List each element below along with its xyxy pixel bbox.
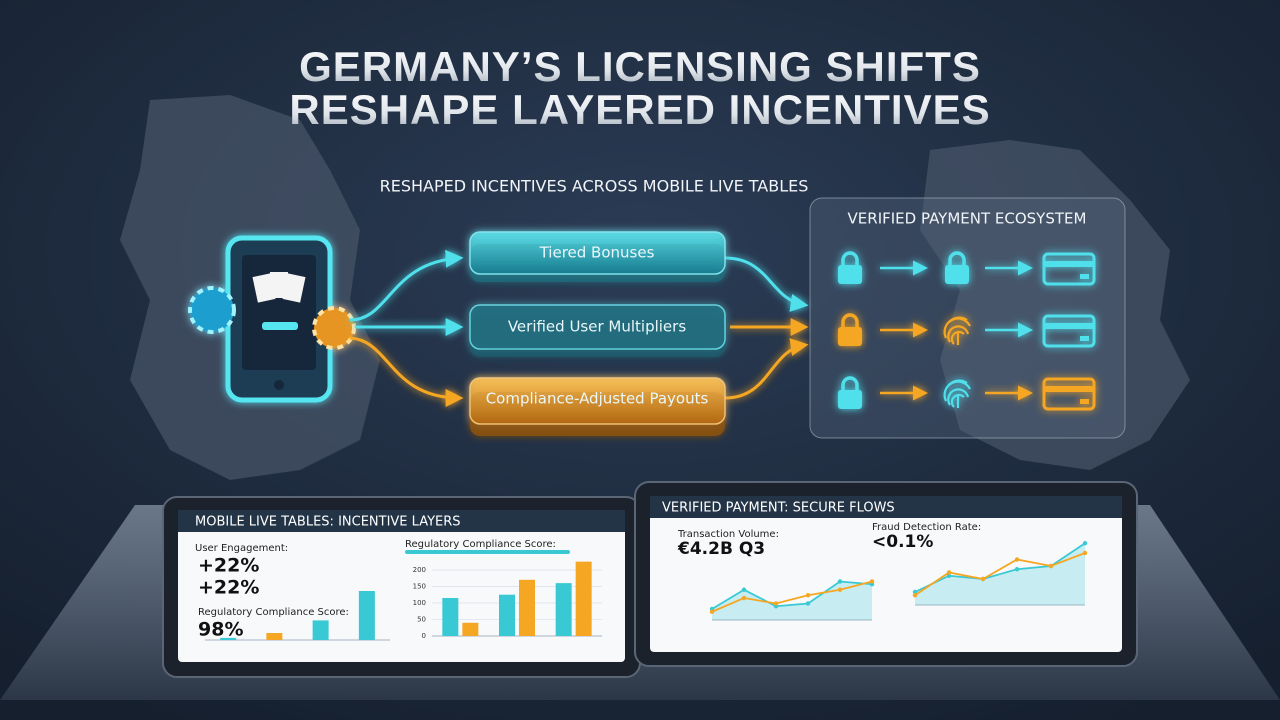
ecosystem-icons — [836, 251, 1096, 411]
title-line: GERMANY’S LICENSING SHIFTS — [299, 43, 981, 90]
point — [805, 593, 811, 598]
layer-slab — [469, 377, 726, 436]
chart-title: Regulatory Compliance Score: — [405, 539, 556, 550]
point — [980, 576, 986, 582]
subtitle: RESHAPED INCENTIVES ACROSS MOBILE LIVE T… — [380, 177, 809, 196]
point — [1014, 567, 1020, 572]
tablet-charts — [709, 541, 1088, 621]
bar — [462, 622, 479, 636]
bar — [358, 591, 375, 640]
point — [946, 573, 952, 578]
point — [1082, 550, 1088, 556]
metric-label: Fraud Detection Rate: — [872, 522, 981, 533]
metric-value: €4.2B Q3 — [677, 539, 765, 559]
point — [741, 595, 747, 601]
y-tick-label: 100 — [413, 599, 426, 607]
tablet-header — [650, 496, 1122, 518]
point — [837, 579, 843, 584]
tablet-header — [178, 510, 625, 532]
point — [869, 579, 875, 584]
point — [946, 570, 952, 575]
line — [711, 580, 873, 613]
y-tick-label: 50 — [417, 615, 426, 623]
line — [914, 542, 1086, 593]
point — [805, 601, 811, 606]
point — [912, 589, 918, 595]
bar — [442, 598, 459, 636]
layer-label: Compliance-Adjusted Payouts — [486, 390, 709, 408]
line — [914, 552, 1086, 596]
tablet-title: MOBILE LIVE TABLES: INCENTIVE LAYERS — [195, 515, 461, 530]
point — [1082, 541, 1088, 546]
bar — [519, 579, 535, 636]
y-tick-label: 0 — [422, 632, 426, 640]
ecosystem-title: VERIFIED PAYMENT ECOSYSTEM — [848, 210, 1087, 228]
metric-label: Regulatory Compliance Score: — [198, 607, 349, 618]
y-tick-label: 150 — [413, 582, 426, 590]
metric-value: +22% — [198, 555, 259, 577]
layer-label: Tiered Bonuses — [539, 244, 655, 262]
tablet-screen — [650, 496, 1122, 652]
bar — [555, 583, 572, 636]
metric-value: <0.1% — [872, 532, 933, 552]
metric-label: Transaction Volume: — [677, 529, 779, 540]
layer-slab — [469, 231, 726, 282]
progress-bar — [405, 550, 570, 554]
line — [711, 580, 873, 610]
point — [912, 593, 918, 598]
flow-arrows — [349, 249, 809, 407]
tablet-charts: 0 50 100 150 200 — [205, 561, 602, 641]
point — [1014, 557, 1020, 562]
point — [709, 609, 715, 614]
layer-label: Verified User Multipliers — [508, 318, 687, 336]
bar — [266, 633, 283, 640]
bar — [312, 620, 329, 640]
bar — [575, 561, 592, 636]
bar — [499, 594, 515, 636]
point — [837, 587, 843, 592]
metric-label: User Engagement: — [195, 543, 288, 554]
map-right — [920, 140, 1190, 470]
metric-value: +22% — [198, 577, 259, 599]
y-tick-label: 200 — [413, 566, 426, 574]
title-line: RESHAPE LAYERED INCENTIVES — [289, 86, 990, 133]
point — [741, 587, 747, 592]
bar — [220, 637, 237, 640]
point — [773, 601, 779, 606]
point — [1048, 563, 1054, 569]
tablet-title: VERIFIED PAYMENT: SECURE FLOWS — [662, 501, 895, 516]
phone — [188, 235, 356, 403]
metric-value: 98% — [198, 619, 243, 641]
layer-slab — [469, 304, 726, 357]
